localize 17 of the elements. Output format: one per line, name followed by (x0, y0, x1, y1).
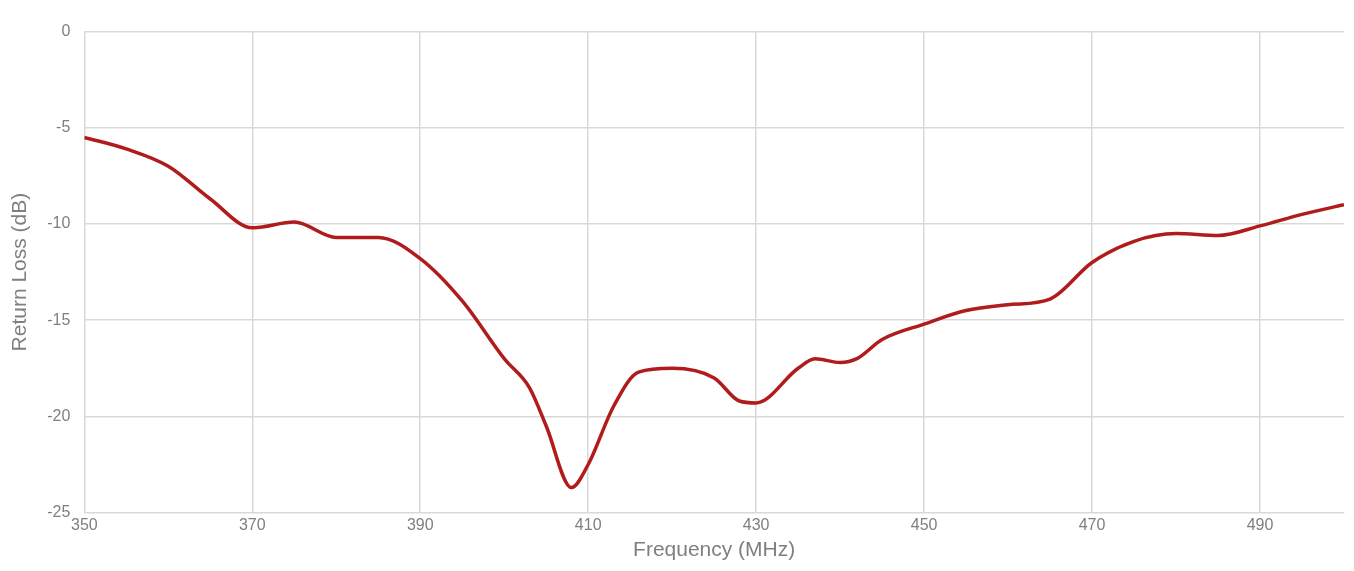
x-tick-label: 410 (574, 515, 602, 533)
y-tick-label: -5 (56, 118, 71, 136)
y-axis-title: Return Loss (dB) (7, 192, 31, 352)
y-tick-label: -15 (47, 310, 71, 328)
y-tick-label: -10 (47, 214, 71, 232)
x-tick-label: 490 (1246, 515, 1274, 533)
y-tick-label: -25 (47, 503, 71, 521)
x-tick-label: 430 (742, 515, 770, 533)
x-tick-label: 450 (910, 515, 938, 533)
y-tick-label: -20 (47, 406, 71, 424)
y-tick-label: 0 (61, 22, 71, 40)
x-tick-label: 470 (1078, 515, 1106, 533)
x-tick-label: 370 (238, 515, 266, 533)
x-axis-title: Frequency (MHz) (633, 537, 796, 561)
x-tick-label: 390 (406, 515, 434, 533)
x-tick-label: 350 (70, 515, 98, 533)
line-series (84, 135, 1344, 490)
